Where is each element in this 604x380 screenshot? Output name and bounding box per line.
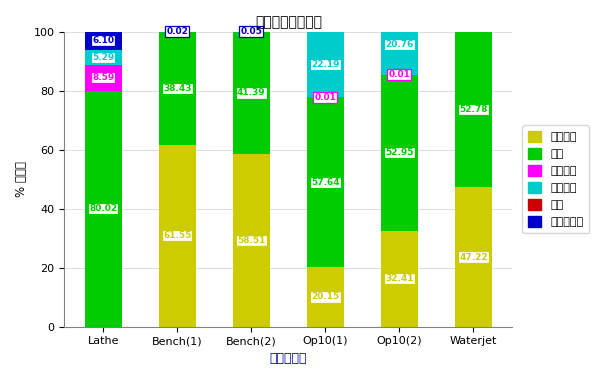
Bar xyxy=(159,32,196,145)
Bar xyxy=(455,187,492,327)
Bar xyxy=(233,154,270,327)
Text: 0.01: 0.01 xyxy=(314,93,336,101)
Text: 80.02: 80.02 xyxy=(89,204,117,213)
Bar xyxy=(233,32,270,154)
Text: 32.41: 32.41 xyxy=(385,274,414,283)
Text: 47.22: 47.22 xyxy=(459,253,488,261)
Text: 22.19: 22.19 xyxy=(311,60,339,69)
Text: 6.10: 6.10 xyxy=(92,36,114,45)
Text: 57.64: 57.64 xyxy=(311,178,339,187)
Bar xyxy=(307,267,344,327)
Bar xyxy=(85,49,121,65)
Text: 20.76: 20.76 xyxy=(385,40,414,49)
Title: マシンの稼働状況: マシンの稼働状況 xyxy=(255,15,322,29)
Text: 52.78: 52.78 xyxy=(459,105,487,114)
Bar xyxy=(381,13,418,75)
Bar xyxy=(307,32,344,97)
Text: 0.02: 0.02 xyxy=(166,27,188,36)
Y-axis label: % 稼働率: % 稼働率 xyxy=(15,161,28,197)
Text: 41.39: 41.39 xyxy=(237,89,266,97)
Text: 58.51: 58.51 xyxy=(237,236,265,245)
Text: 0.05: 0.05 xyxy=(240,27,262,36)
Text: 61.55: 61.55 xyxy=(163,231,191,241)
Bar xyxy=(455,32,492,187)
Bar xyxy=(85,65,121,90)
Text: 38.43: 38.43 xyxy=(163,84,191,93)
Text: 5.29: 5.29 xyxy=(92,53,114,62)
Bar xyxy=(159,145,196,327)
X-axis label: エレメント: エレメント xyxy=(269,352,307,365)
Text: 8.59: 8.59 xyxy=(92,73,114,82)
Bar xyxy=(85,90,121,327)
Text: 20.15: 20.15 xyxy=(311,293,339,301)
Legend: アイドル, 稼働, ブロック, 段取替え, 故障, 作業員待ち: アイドル, 稼働, ブロック, 段取替え, 故障, 作業員待ち xyxy=(522,125,589,233)
Bar xyxy=(381,75,418,231)
Text: 52.95: 52.95 xyxy=(385,149,414,157)
Bar xyxy=(85,32,121,49)
Bar xyxy=(381,231,418,327)
Text: 0.01: 0.01 xyxy=(388,70,410,79)
Bar xyxy=(307,97,344,267)
